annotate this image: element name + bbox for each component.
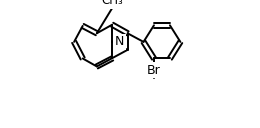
Text: N: N xyxy=(115,35,124,48)
Text: CH₃: CH₃ xyxy=(101,0,123,7)
Text: Br: Br xyxy=(147,64,161,77)
